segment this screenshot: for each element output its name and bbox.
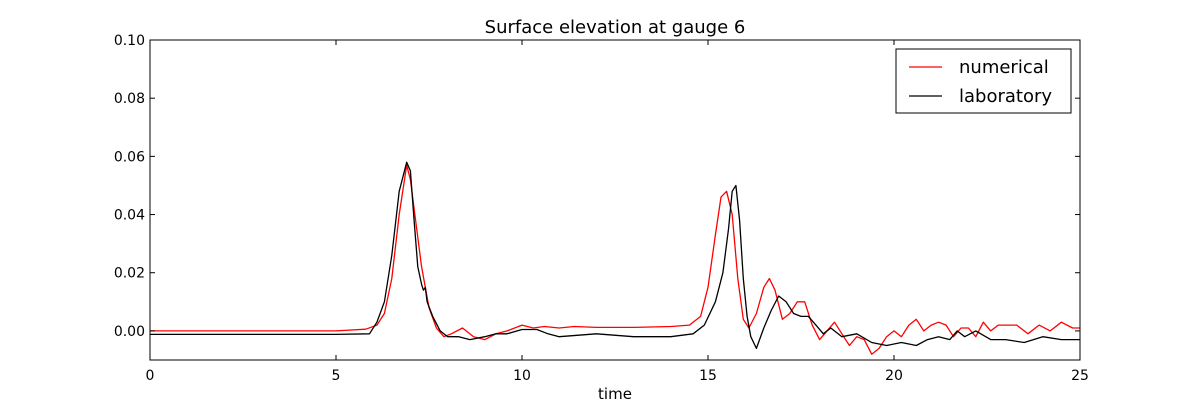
x-axis-title: time (598, 385, 632, 400)
series-line-laboratory (150, 161, 1080, 350)
chart-title: Surface elevation at gauge 6 (485, 17, 746, 38)
x-tick-label: 10 (513, 368, 531, 384)
legend-entries: numerical laboratory (909, 57, 1052, 107)
y-tick-label: 0.02 (114, 266, 145, 282)
x-tick-label: 20 (885, 368, 903, 384)
tick-layer: 0 5 10 15 20 25 0.00 0.02 0.04 0.06 0.08 0.10 (114, 33, 1089, 384)
x-tick-label: 15 (699, 368, 717, 384)
legend-box (895, 48, 1072, 114)
series-line-numerical (150, 164, 1080, 355)
x-tick-label: 25 (1071, 368, 1089, 384)
y-tick-label: 0.00 (114, 324, 145, 340)
legend: numerical laboratory (895, 48, 1072, 114)
series-layer (150, 161, 1080, 355)
y-tick-label: 0.04 (114, 208, 145, 224)
x-tick-label: 0 (146, 368, 155, 384)
y-tick-label: 0.08 (114, 91, 145, 107)
legend-label-numerical: numerical (959, 57, 1049, 78)
x-tick-label: 5 (332, 368, 341, 384)
legend-label-laboratory: laboratory (959, 86, 1052, 107)
y-tick-label: 0.06 (114, 149, 145, 165)
y-tick-label: 0.10 (114, 33, 145, 49)
plot-frame (149, 39, 1081, 361)
